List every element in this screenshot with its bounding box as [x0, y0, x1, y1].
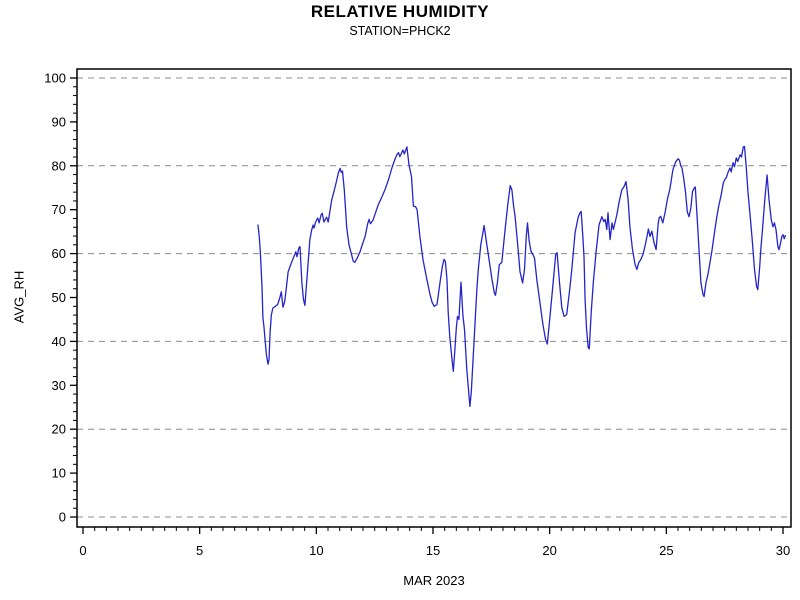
- x-tick-label: 5: [196, 543, 203, 558]
- y-tick-label: 0: [59, 510, 66, 525]
- chart-subtitle: STATION=PHCK2: [349, 24, 451, 38]
- y-tick-label: 70: [52, 202, 66, 217]
- chart-title: RELATIVE HUMIDITY: [310, 2, 490, 21]
- y-axis-label: AVG_RH: [11, 270, 27, 324]
- y-tick-label: 100: [44, 71, 66, 86]
- x-tick-label: 15: [426, 543, 440, 558]
- x-axis-label: MAR 2023: [403, 573, 465, 588]
- y-tick-label: 30: [52, 378, 66, 393]
- x-tick-label: 25: [659, 543, 673, 558]
- y-tick-label: 60: [52, 246, 66, 261]
- x-tick-label: 0: [79, 543, 86, 558]
- y-tick-label: 20: [52, 422, 66, 437]
- y-tick-label: 80: [52, 158, 66, 173]
- y-tick-label: 90: [52, 114, 66, 129]
- x-tick-label: 30: [776, 543, 790, 558]
- x-tick-label: 20: [542, 543, 556, 558]
- x-tick-label: 10: [309, 543, 323, 558]
- y-tick-label: 50: [52, 290, 66, 305]
- series-line: [257, 145, 786, 408]
- plot-frame: [76, 68, 792, 528]
- y-tick-label: 40: [52, 334, 66, 349]
- y-tick-label: 10: [52, 466, 66, 481]
